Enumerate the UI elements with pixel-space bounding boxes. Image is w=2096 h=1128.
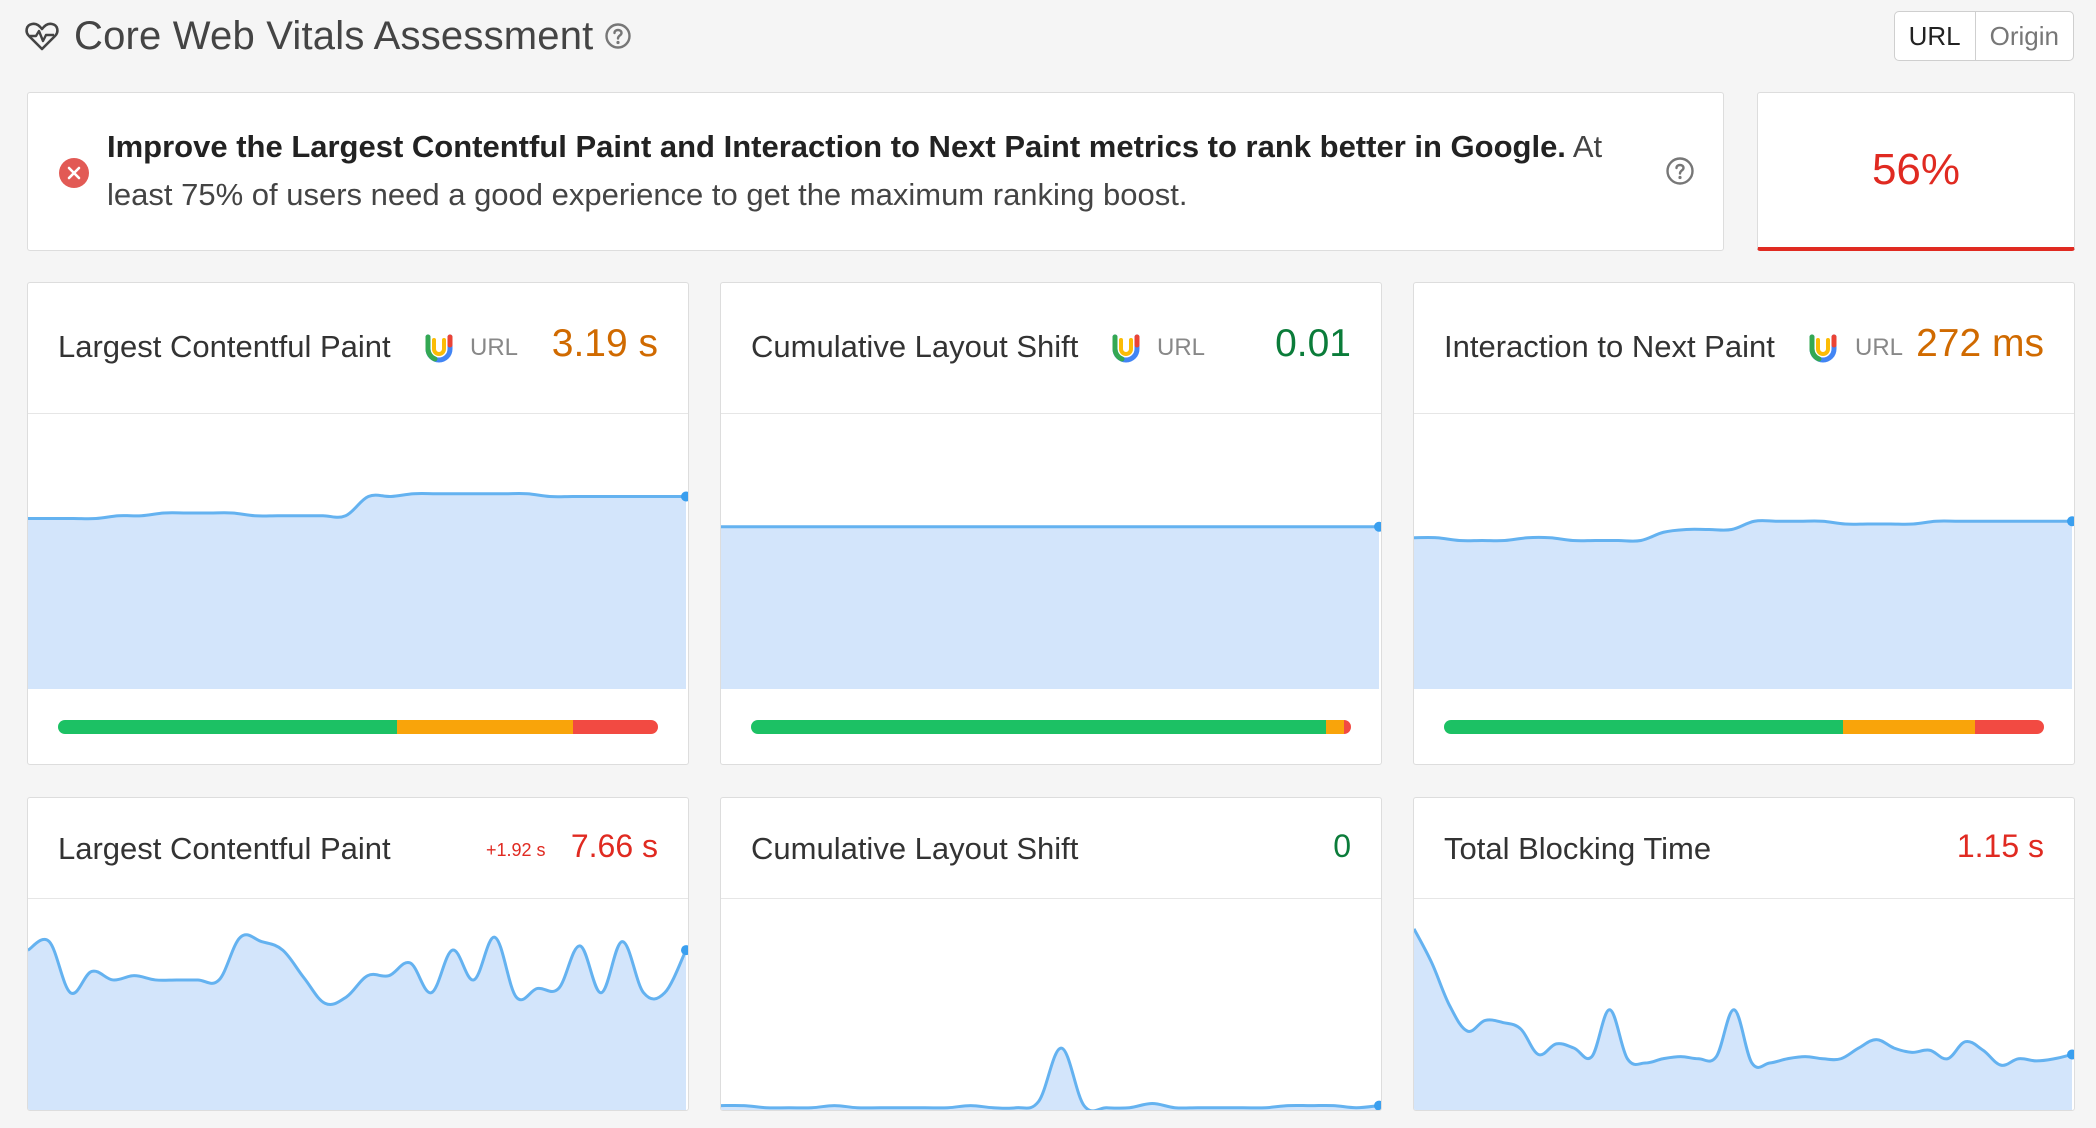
chart-line	[1414, 928, 2073, 1069]
toggle-origin-button[interactable]: Origin	[1989, 20, 2059, 51]
metric-value: 1.15 s	[1956, 828, 2044, 864]
url-tag: URL	[1157, 334, 1206, 361]
chart-area	[28, 934, 686, 1110]
distribution-needs-improvement	[1843, 720, 1975, 734]
card-header	[28, 283, 688, 414]
distribution-bar	[751, 720, 1351, 734]
metric-history-chart	[721, 1046, 1381, 1110]
metric-card-tbt-lab[interactable]: Total Blocking Time 1.15 s	[1413, 797, 2075, 1111]
metric-delta: +1.92 s	[486, 840, 546, 860]
distribution-good	[751, 720, 1326, 734]
distribution-needs-improvement	[397, 720, 574, 734]
toggle-url-button[interactable]: URL	[1895, 12, 1976, 60]
metric-history-chart	[1414, 928, 2074, 1110]
metric-title: Cumulative Layout Shift	[751, 329, 1079, 364]
chart-latest-point	[1374, 521, 1381, 532]
page-title: Core Web Vitals Assessment	[74, 13, 594, 58]
metric-history-chart	[1414, 516, 2074, 689]
help-icon[interactable]	[1665, 156, 1695, 186]
url-tag: URL	[1855, 334, 1904, 361]
card-header	[1414, 798, 2074, 899]
heart-pulse-icon	[25, 22, 59, 51]
distribution-bar	[1444, 720, 2044, 734]
chart-latest-point	[2067, 516, 2074, 527]
metric-value: 7.66 s	[570, 828, 658, 864]
distribution-good	[58, 720, 397, 734]
metric-history-chart	[721, 521, 1381, 689]
metric-value: 0	[1333, 828, 1351, 864]
chart-line	[28, 933, 688, 1007]
card-header	[28, 798, 688, 899]
chart-area	[721, 1048, 1379, 1110]
fail-icon	[59, 158, 89, 188]
metric-history-chart	[28, 491, 688, 689]
metric-title: Largest Contentful Paint	[58, 329, 391, 364]
metric-card-inp-field[interactable]: Interaction to Next Paint URL 272 ms	[1413, 282, 2075, 765]
card-header	[1414, 283, 2074, 414]
distribution-poor	[1975, 720, 2044, 734]
card-header	[721, 798, 1381, 899]
metric-value: 0.01	[1275, 322, 1351, 365]
assessment-message: Improve the Largest Contentful Paint and…	[107, 123, 1667, 219]
chart-line	[721, 1046, 1380, 1110]
url-tag: URL	[470, 334, 519, 361]
chart-line	[1414, 519, 2072, 543]
chart-area	[1414, 520, 2072, 689]
assessment-banner: Improve the Largest Contentful Paint and…	[27, 92, 1724, 251]
distribution-good	[1444, 720, 1843, 734]
url-origin-toggle: URL Origin	[1893, 11, 2074, 61]
assessment-message-bold: Improve the Largest Contentful Paint and…	[107, 129, 1566, 164]
chart-latest-point	[1374, 1100, 1381, 1110]
crux-logo-icon	[425, 334, 453, 363]
crux-logo-icon	[1809, 334, 1837, 363]
distribution-needs-improvement	[1325, 720, 1344, 734]
metric-card-cls-lab[interactable]: Cumulative Layout Shift 0	[720, 797, 1382, 1111]
card-header	[721, 283, 1381, 414]
chart-latest-point	[2067, 1049, 2074, 1060]
metric-history-chart	[28, 933, 688, 1110]
chart-area	[28, 493, 686, 689]
metric-title: Interaction to Next Paint	[1444, 329, 1775, 364]
overall-score: 56%	[1757, 92, 2075, 251]
metric-card-lcp-field[interactable]: Largest Contentful Paint URL 3.19 s	[27, 282, 689, 765]
metric-card-lcp-lab[interactable]: Largest Contentful Paint +1.92 s 7.66 s	[27, 797, 689, 1111]
distribution-poor	[573, 720, 658, 734]
metric-title: Cumulative Layout Shift	[751, 831, 1079, 866]
chart-area	[1414, 928, 2072, 1110]
chart-latest-point	[681, 945, 688, 956]
metric-card-cls-field[interactable]: Cumulative Layout Shift URL 0.01	[720, 282, 1382, 765]
metric-title: Total Blocking Time	[1444, 831, 1712, 866]
metric-value: 3.19 s	[551, 322, 658, 365]
help-icon[interactable]	[604, 22, 632, 50]
chart-line	[28, 492, 686, 521]
overall-score-value: 56%	[1871, 145, 1961, 194]
metric-title: Largest Contentful Paint	[58, 831, 391, 866]
distribution-poor	[1343, 720, 1351, 734]
crux-logo-icon	[1112, 334, 1140, 363]
assessment-message-rest: At least 75% of users need a good experi…	[107, 129, 1603, 212]
distribution-bar	[58, 720, 658, 734]
section-header: Core Web Vitals Assessment	[24, 10, 2072, 62]
chart-area	[721, 526, 1379, 689]
metric-value: 272 ms	[1916, 322, 2044, 365]
chart-latest-point	[681, 491, 688, 502]
